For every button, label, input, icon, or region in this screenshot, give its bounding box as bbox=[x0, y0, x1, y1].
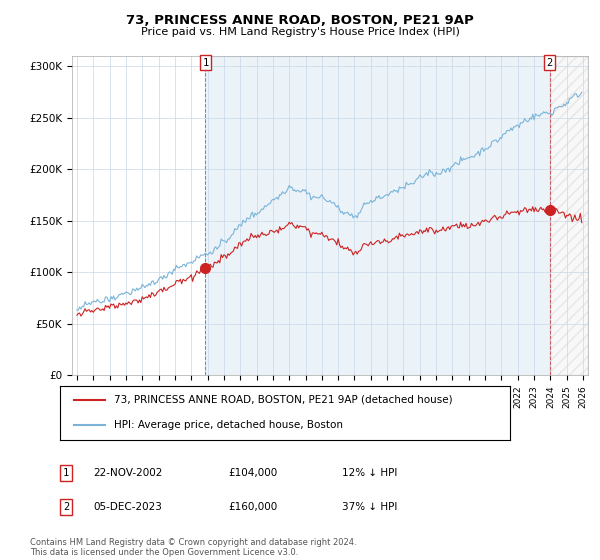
Bar bbox=[205, 56, 550, 375]
Text: 37% ↓ HPI: 37% ↓ HPI bbox=[342, 502, 397, 512]
Text: Contains HM Land Registry data © Crown copyright and database right 2024.
This d: Contains HM Land Registry data © Crown c… bbox=[30, 538, 356, 557]
Bar bbox=[550, 56, 588, 375]
Text: 22-NOV-2002: 22-NOV-2002 bbox=[93, 468, 163, 478]
Text: £104,000: £104,000 bbox=[228, 468, 277, 478]
Text: 73, PRINCESS ANNE ROAD, BOSTON, PE21 9AP (detached house): 73, PRINCESS ANNE ROAD, BOSTON, PE21 9AP… bbox=[114, 395, 452, 405]
Text: 1: 1 bbox=[202, 58, 209, 68]
Text: 73, PRINCESS ANNE ROAD, BOSTON, PE21 9AP: 73, PRINCESS ANNE ROAD, BOSTON, PE21 9AP bbox=[126, 14, 474, 27]
Text: Price paid vs. HM Land Registry's House Price Index (HPI): Price paid vs. HM Land Registry's House … bbox=[140, 27, 460, 37]
Text: HPI: Average price, detached house, Boston: HPI: Average price, detached house, Bost… bbox=[114, 419, 343, 430]
Text: 2: 2 bbox=[547, 58, 553, 68]
Text: £160,000: £160,000 bbox=[228, 502, 277, 512]
Text: 2: 2 bbox=[63, 502, 69, 512]
Text: 05-DEC-2023: 05-DEC-2023 bbox=[93, 502, 162, 512]
Bar bbox=[550, 56, 588, 375]
Text: 12% ↓ HPI: 12% ↓ HPI bbox=[342, 468, 397, 478]
Text: 1: 1 bbox=[63, 468, 69, 478]
